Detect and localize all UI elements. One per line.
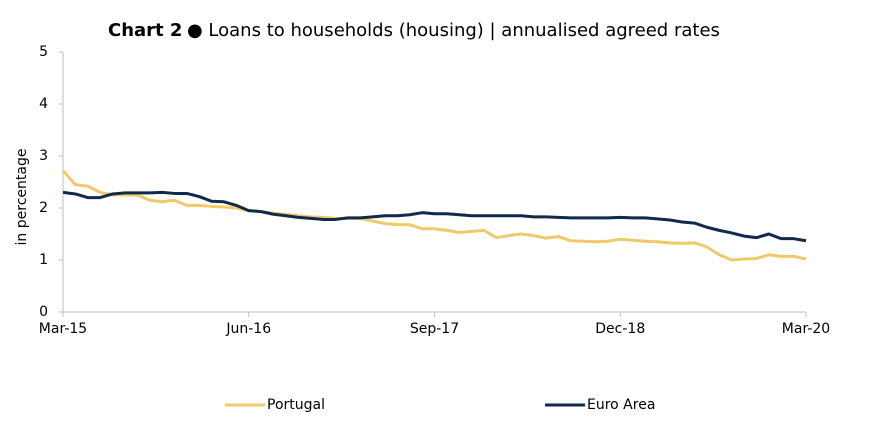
- chart-title: ● Loans to households (housing) | annual…: [187, 20, 720, 41]
- y-tick-label: 2: [39, 200, 48, 216]
- x-tick-label: Jun-16: [225, 321, 271, 337]
- y-axis-label: in percentage: [14, 149, 30, 246]
- x-tick-label: Dec-18: [595, 321, 645, 337]
- series-line: [62, 190, 807, 243]
- y-tick-label: 4: [39, 96, 48, 112]
- x-tick-label: Mar-20: [782, 321, 830, 337]
- x-tick-label: Mar-15: [39, 321, 87, 337]
- legend-label: Euro Area: [587, 397, 655, 413]
- y-tick-label: 3: [39, 148, 48, 164]
- series-line: [61, 169, 807, 262]
- y-tick-label: 5: [39, 44, 48, 60]
- x-tick-label: Sep-17: [410, 321, 459, 337]
- chart-title-label: Chart 2: [108, 20, 182, 41]
- legend-label: Portugal: [267, 397, 325, 413]
- y-tick-label: 1: [39, 252, 48, 268]
- y-tick-label: 0: [39, 304, 48, 320]
